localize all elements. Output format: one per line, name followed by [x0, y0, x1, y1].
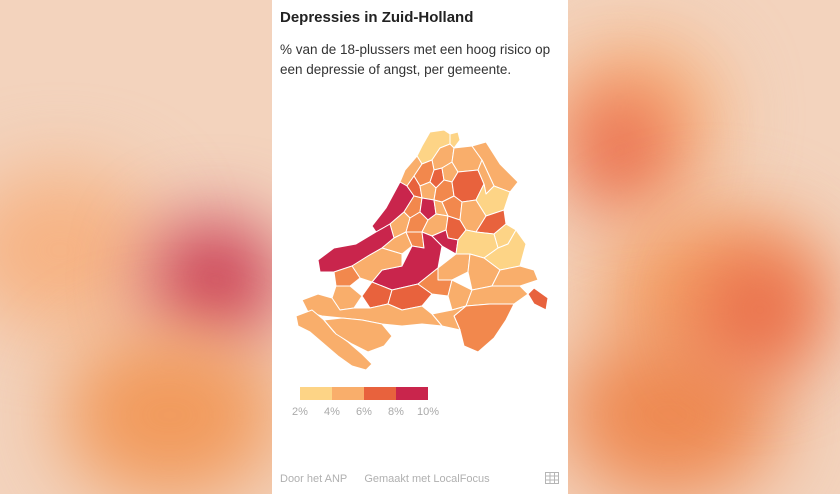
background-blob [570, 90, 670, 210]
map-card: Depressies in Zuid-Holland % van de 18-p… [272, 0, 568, 494]
subtitle: % van de 18-plussers met een hoog risico… [280, 42, 551, 77]
legend-swatch [332, 387, 364, 400]
color-legend [300, 387, 428, 400]
footer: Door het ANP Gemaakt met LocalFocus [280, 473, 504, 485]
legend-label: 10% [416, 406, 440, 418]
background-blob [700, 250, 820, 370]
zuid-holland-map [295, 129, 549, 371]
legend-labels: 2% 4% 6% 8% 10% [272, 406, 568, 420]
municipality-region[interactable] [437, 253, 471, 281]
legend-label: 2% [292, 406, 308, 418]
background-blob [60, 330, 280, 494]
municipality-region[interactable] [449, 131, 461, 149]
page-title: Depressies in Zuid-Holland [280, 9, 474, 26]
legend-label: 6% [356, 406, 372, 418]
municipality-region[interactable] [527, 287, 549, 311]
municipality-region[interactable] [333, 265, 361, 287]
municipality-region[interactable] [351, 247, 403, 283]
legend-label: 8% [388, 406, 404, 418]
table-icon[interactable] [545, 472, 559, 484]
legend-swatch [300, 387, 332, 400]
legend-swatch [396, 387, 428, 400]
legend-label: 4% [324, 406, 340, 418]
localfocus-link[interactable]: Gemaakt met LocalFocus [364, 473, 490, 485]
source-link[interactable]: Door het ANP [280, 473, 348, 485]
municipality-region[interactable] [323, 317, 393, 353]
municipality-region[interactable] [381, 231, 413, 255]
municipality-region[interactable] [453, 303, 515, 353]
background-blob [150, 220, 280, 340]
municipality-region[interactable] [465, 285, 529, 307]
background-blob [0, 170, 160, 330]
legend-swatch [364, 387, 396, 400]
